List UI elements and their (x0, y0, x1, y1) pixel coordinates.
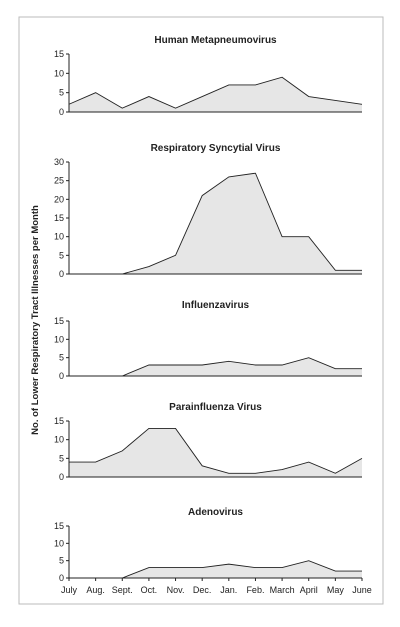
y-tick-label: 10 (54, 68, 64, 78)
x-tick-label: July (61, 585, 78, 595)
y-tick-label: 10 (54, 538, 64, 548)
area-fill (69, 357, 362, 376)
frame (18, 16, 384, 605)
y-tick-label: 0 (59, 107, 64, 117)
area-line (68, 76, 363, 109)
x-tick-label: March (270, 585, 295, 595)
x-tick-label: May (327, 585, 345, 595)
x-tick-label: June (352, 585, 372, 595)
y-tick-label: 10 (54, 334, 64, 344)
x-tick-label: Feb. (246, 585, 264, 595)
y-tick-label: 25 (54, 176, 64, 186)
y-tick-label: 15 (54, 521, 64, 531)
y-tick-label: 5 (59, 453, 64, 463)
y-tick-label: 15 (54, 316, 64, 326)
y-tick-label: 0 (59, 371, 64, 381)
y-tick-label: 15 (54, 213, 64, 223)
y-tick-label: 0 (59, 573, 64, 583)
x-tick-label: Aug. (86, 585, 105, 595)
x-tick-label: Oct. (141, 585, 158, 595)
y-tick-label: 10 (54, 232, 64, 242)
y-tick-label: 5 (59, 556, 64, 566)
y-tick-label: 30 (54, 157, 64, 167)
area-fill (69, 173, 362, 274)
panel-title: Influenzavirus (182, 300, 250, 311)
y-tick-label: 5 (59, 353, 64, 363)
area-fill (69, 428, 362, 477)
panel-title: Human Metapneumovirus (154, 35, 277, 46)
x-tick-label: Nov. (167, 585, 185, 595)
x-tick-label: Jan. (220, 585, 237, 595)
y-tick-label: 5 (59, 88, 64, 98)
y-tick-label: 20 (54, 194, 64, 204)
panel-title: Adenovirus (188, 507, 243, 518)
y-tick-label: 10 (54, 435, 64, 445)
panel-title: Respiratory Syncytial Virus (151, 143, 281, 154)
panel-title: Parainfluenza Virus (169, 402, 262, 413)
area-fill (69, 560, 362, 578)
y-tick-label: 15 (54, 49, 64, 59)
area-fill (69, 77, 362, 112)
x-tick-label: April (300, 585, 318, 595)
area-line (69, 428, 363, 474)
y-tick-label: 0 (59, 472, 64, 482)
y-tick-label: 5 (59, 250, 64, 260)
y-axis-label: No. of Lower Respiratory Tract Illnesses… (30, 205, 41, 435)
y-tick-label: 0 (59, 269, 64, 279)
x-tick-label: Sept. (112, 585, 133, 595)
y-tick-label: 15 (54, 416, 64, 426)
x-tick-label: Dec. (193, 585, 212, 595)
